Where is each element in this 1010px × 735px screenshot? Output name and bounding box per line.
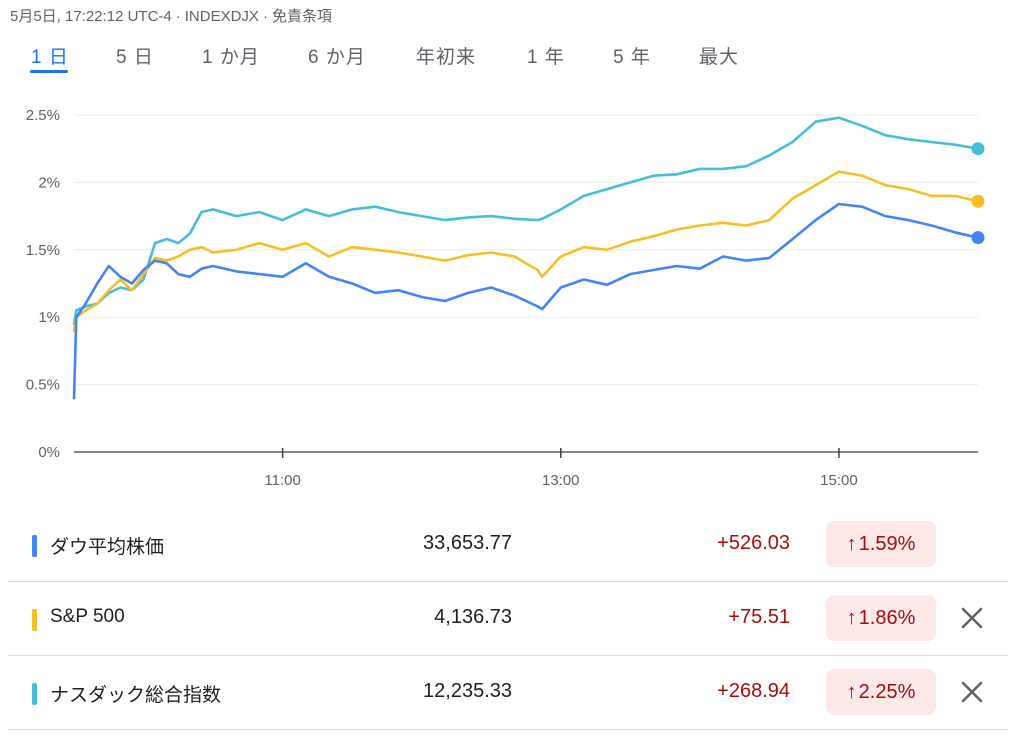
y-tick-label: 1% bbox=[38, 309, 60, 326]
x-tick-label: 11:00 bbox=[264, 472, 300, 489]
series-line bbox=[72, 170, 980, 332]
tab-max[interactable]: 最大 bbox=[699, 47, 740, 68]
x-tick-label: 13:00 bbox=[542, 472, 580, 489]
percent-change: 1.59% bbox=[858, 532, 916, 555]
tab-1-day[interactable]: 1 日 bbox=[31, 47, 69, 68]
arrow-up-icon: ↑ bbox=[846, 532, 857, 555]
series-color-swatch bbox=[32, 683, 37, 705]
active-tab-indicator bbox=[30, 70, 68, 73]
x-tick-label: 15:00 bbox=[820, 472, 858, 489]
tab-1-month[interactable]: 1 か月 bbox=[202, 47, 260, 68]
index-table: ダウ平均株価 33,653.77 +526.03 ↑ 1.59% S&P 500 … bbox=[8, 508, 1008, 730]
tab-5-days[interactable]: 5 日 bbox=[116, 47, 154, 68]
index-name: ダウ平均株価 bbox=[50, 537, 165, 558]
index-price: 4,136.73 bbox=[434, 606, 512, 628]
series-line bbox=[72, 202, 980, 400]
close-icon[interactable] bbox=[958, 678, 986, 706]
tab-6-months[interactable]: 6 か月 bbox=[308, 47, 366, 68]
percent-change: 1.86% bbox=[858, 606, 916, 629]
index-change: +75.51 bbox=[728, 606, 790, 628]
percent-change-badge: ↑ 1.59% bbox=[826, 521, 936, 567]
index-price: 33,653.77 bbox=[423, 532, 512, 554]
index-row-nasdaq[interactable]: ナスダック総合指数 12,235.33 +268.94 ↑ 2.25% bbox=[8, 656, 1008, 730]
percent-change-badge: ↑ 2.25% bbox=[826, 669, 936, 715]
series-end-point bbox=[971, 231, 985, 245]
quote-header: 5月5日, 17:22:12 UTC-4 · INDEXDJX · 免責条項 bbox=[10, 5, 332, 26]
y-tick-label: 2.5% bbox=[26, 107, 60, 124]
series-line bbox=[72, 116, 980, 326]
range-tabs: 1 日 5 日 1 か月 6 か月 年初来 1 年 5 年 最大 bbox=[0, 42, 1010, 78]
y-tick-label: 0% bbox=[38, 444, 60, 461]
index-name: ナスダック総合指数 bbox=[50, 685, 222, 706]
index-change: +268.94 bbox=[717, 680, 790, 702]
tab-5-years[interactable]: 5 年 bbox=[613, 47, 651, 68]
disclaimer-link[interactable]: 免責条項 bbox=[271, 8, 332, 25]
series-end-point bbox=[971, 142, 985, 156]
tab-1-year[interactable]: 1 年 bbox=[527, 47, 565, 68]
percent-change: 2.25% bbox=[858, 680, 916, 703]
index-price: 12,235.33 bbox=[423, 680, 512, 702]
index-row-dow[interactable]: ダウ平均株価 33,653.77 +526.03 ↑ 1.59% bbox=[8, 508, 1008, 582]
separator: · bbox=[175, 8, 181, 25]
close-icon[interactable] bbox=[958, 604, 986, 632]
y-tick-label: 2% bbox=[38, 174, 60, 191]
series-color-swatch bbox=[32, 535, 37, 557]
quote-datetime: 5月5日, 17:22:12 UTC-4 bbox=[10, 8, 172, 25]
percent-change-badge: ↑ 1.86% bbox=[826, 595, 936, 641]
y-tick-label: 1.5% bbox=[26, 242, 60, 259]
index-change: +526.03 bbox=[717, 532, 790, 554]
y-tick-label: 0.5% bbox=[26, 377, 60, 394]
tab-ytd[interactable]: 年初来 bbox=[416, 47, 477, 68]
arrow-up-icon: ↑ bbox=[846, 606, 857, 629]
separator: · bbox=[262, 8, 268, 25]
series-end-point bbox=[971, 194, 985, 208]
index-line-chart[interactable]: 0% 0.5% 1% 1.5% 2% 2.5% 11:00 13:00 15:00 bbox=[0, 95, 1010, 495]
index-code: INDEXDJX bbox=[184, 8, 259, 25]
arrow-up-icon: ↑ bbox=[846, 680, 857, 703]
index-name: S&P 500 bbox=[50, 606, 125, 627]
index-row-sp500[interactable]: S&P 500 4,136.73 +75.51 ↑ 1.86% bbox=[8, 582, 1008, 656]
series-color-swatch bbox=[32, 609, 37, 631]
